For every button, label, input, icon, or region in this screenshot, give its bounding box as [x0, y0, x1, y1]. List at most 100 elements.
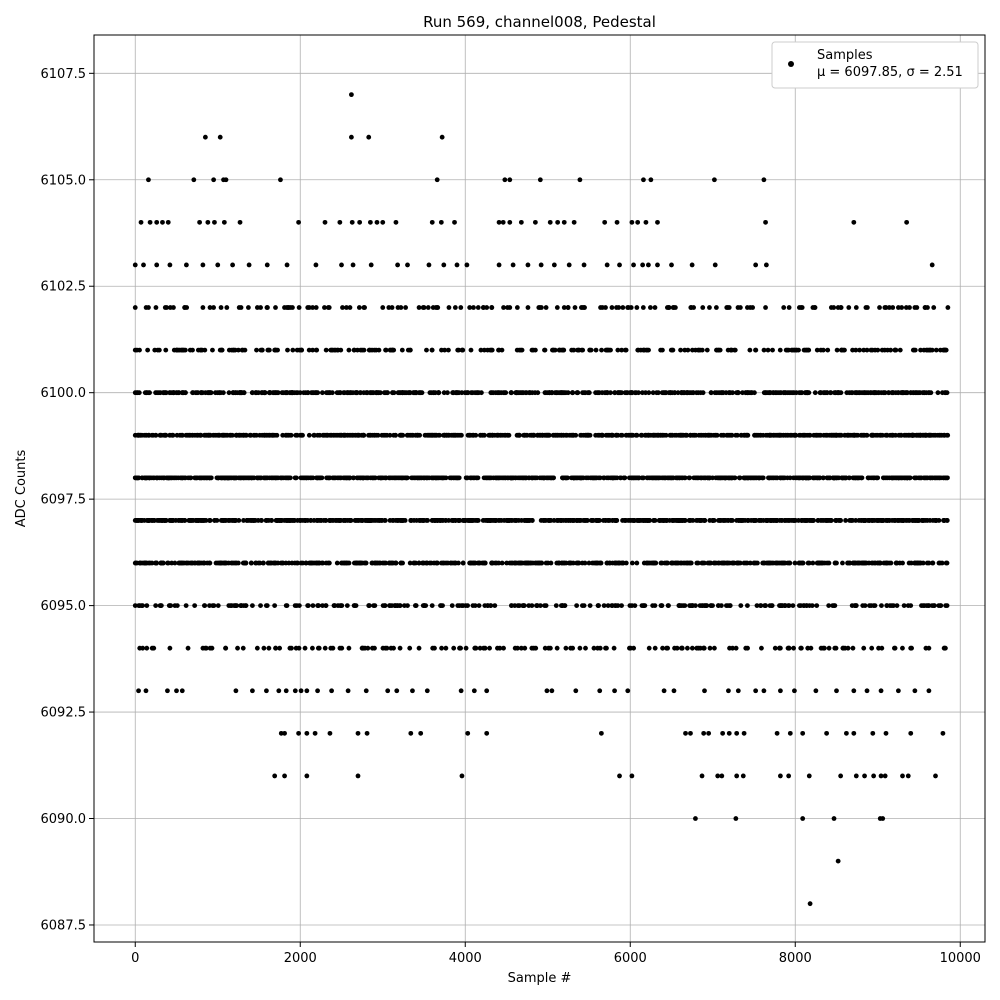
data-point — [489, 305, 495, 310]
data-point — [374, 560, 380, 566]
data-point — [694, 560, 700, 566]
data-point — [270, 475, 276, 481]
data-point — [638, 347, 644, 353]
data-point — [425, 305, 431, 310]
data-point — [516, 518, 522, 523]
data-point — [618, 432, 624, 438]
data-point — [191, 177, 197, 183]
data-point — [791, 645, 796, 651]
data-point — [326, 560, 332, 566]
data-point — [663, 475, 668, 481]
data-point — [537, 177, 543, 183]
data-point — [646, 390, 652, 396]
data-point — [481, 305, 486, 310]
data-point — [619, 347, 625, 353]
data-point — [733, 645, 739, 651]
data-point — [516, 432, 522, 438]
data-point — [273, 645, 279, 651]
data-point — [282, 305, 287, 310]
data-point — [538, 262, 544, 268]
data-point — [785, 603, 791, 608]
data-point — [383, 347, 388, 353]
data-point — [912, 688, 918, 694]
data-point — [570, 390, 576, 396]
data-point — [801, 432, 807, 438]
data-point — [410, 688, 415, 694]
data-point — [135, 390, 141, 396]
data-point — [440, 603, 445, 608]
data-point — [708, 390, 714, 396]
data-point — [355, 730, 361, 736]
data-point — [153, 305, 159, 310]
data-point — [576, 347, 582, 353]
data-point — [146, 390, 152, 396]
data-point — [456, 518, 461, 523]
data-point — [887, 518, 892, 523]
data-point — [727, 475, 732, 481]
data-point — [605, 518, 611, 523]
data-point — [331, 603, 337, 608]
data-point — [926, 688, 932, 694]
data-point — [371, 347, 377, 353]
data-point — [580, 347, 586, 353]
data-point — [892, 347, 898, 353]
data-point — [689, 262, 695, 268]
data-point — [167, 305, 173, 310]
data-point — [353, 432, 359, 438]
data-point — [922, 603, 927, 608]
data-point — [153, 432, 159, 438]
data-point — [355, 773, 361, 779]
data-point — [466, 518, 472, 523]
data-point — [897, 475, 903, 481]
data-point — [926, 560, 932, 566]
data-point — [534, 603, 540, 608]
data-point — [368, 390, 374, 396]
data-point — [834, 475, 840, 481]
data-point — [672, 645, 677, 651]
data-point — [581, 603, 587, 608]
data-point — [798, 390, 804, 396]
data-point — [878, 773, 884, 779]
data-point — [319, 560, 325, 566]
data-point — [335, 347, 340, 353]
data-point — [403, 305, 409, 310]
data-point — [699, 603, 705, 608]
y-tick-label: 6102.5 — [41, 280, 87, 295]
data-point — [226, 390, 232, 396]
data-point — [250, 688, 255, 694]
data-point — [793, 390, 799, 396]
data-point — [604, 347, 610, 353]
data-point — [864, 305, 870, 310]
data-point — [778, 773, 783, 779]
data-point — [542, 603, 548, 608]
data-point — [404, 432, 410, 438]
data-point — [753, 262, 759, 268]
data-point — [905, 773, 911, 779]
data-point — [929, 262, 935, 268]
data-point — [303, 390, 309, 396]
data-point — [895, 305, 901, 310]
data-point — [283, 688, 289, 694]
data-point — [302, 645, 308, 651]
data-point — [430, 305, 436, 310]
data-point — [402, 603, 407, 608]
data-point — [829, 432, 835, 438]
data-point — [471, 305, 476, 310]
data-point — [304, 475, 310, 481]
data-point — [725, 518, 731, 523]
data-point — [428, 390, 434, 396]
data-point — [429, 347, 435, 353]
data-point — [397, 645, 403, 651]
data-point — [436, 390, 441, 396]
data-point — [561, 219, 567, 225]
data-point — [636, 475, 642, 481]
data-point — [712, 177, 717, 183]
data-point — [265, 305, 270, 310]
data-point — [501, 645, 506, 651]
data-point — [392, 475, 398, 481]
data-point — [512, 560, 518, 566]
data-point — [477, 560, 482, 566]
data-point — [775, 390, 781, 396]
data-point — [376, 390, 381, 396]
data-point — [722, 475, 728, 481]
